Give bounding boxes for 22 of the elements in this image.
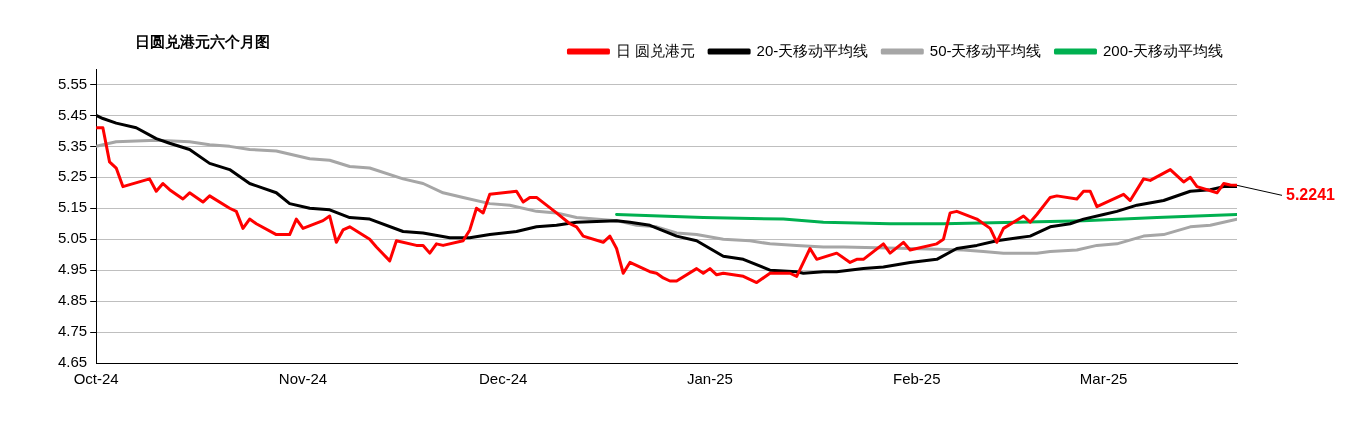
legend-label: 20-天移动平均线 (756, 41, 869, 59)
y-tick-label: 4.75 (57, 322, 88, 340)
y-tick-label: 4.95 (57, 260, 88, 278)
y-tick-label: 5.45 (57, 105, 88, 123)
legend-label: 50-天移动平均线 (929, 41, 1042, 59)
legend-label: 200-天移动平均线 (1102, 41, 1224, 59)
x-tick-label: Feb-25 (893, 370, 941, 388)
y-tick-label: 5.15 (57, 198, 88, 216)
y-tick-label: 5.05 (57, 229, 88, 247)
x-tick-label: Mar-25 (1079, 370, 1128, 388)
chart-title: 日圆兑港元六个月图 (135, 33, 270, 52)
x-tick-label: Dec-24 (478, 370, 528, 388)
x-tick-label: Jan-25 (687, 370, 733, 388)
y-tick-label: 5.35 (57, 136, 88, 154)
legend-label: 日 圆兑港元 (615, 41, 696, 59)
y-tick-label: 5.25 (57, 167, 88, 185)
y-tick-label: 4.65 (57, 353, 88, 371)
y-tick-label: 5.55 (57, 74, 88, 92)
x-tick-label: Nov-24 (278, 370, 328, 388)
x-tick-label: Oct-24 (73, 370, 119, 388)
y-tick-label: 4.85 (57, 291, 88, 309)
annotation: 5.2241 (1286, 185, 1336, 203)
